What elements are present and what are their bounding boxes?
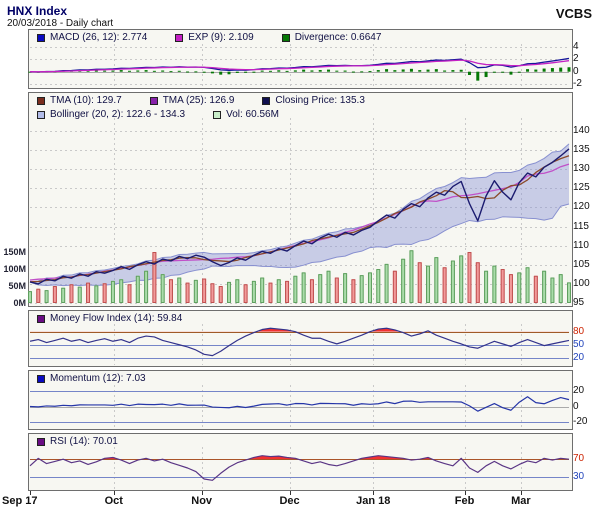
closing-price-swatch [262, 97, 271, 105]
momentum-legend: Momentum (12): 7.03 [29, 371, 572, 385]
tma10-legend-label: TMA (10): 129.7 [50, 95, 122, 106]
x-tick-label: Sep 17 [2, 495, 38, 507]
mfi-y-tick-label: 50 [573, 338, 585, 350]
price-y-tick-label: 95 [573, 297, 585, 308]
x-tick-label: Dec [279, 495, 300, 507]
legend-item-divergence: Divergence: 0.6647 [281, 32, 382, 44]
rsi-swatch [37, 438, 45, 446]
rsi-legend: RSI (14): 70.01 [29, 434, 572, 448]
legend-item-volume: Vol: 60.56M [213, 109, 279, 121]
legend-item-momentum: Momentum (12): 7.03 [37, 373, 146, 385]
rsi-panel: RSI (14): 70.01 [28, 433, 573, 491]
price-y-tick-label: 100 [573, 277, 590, 289]
momentum-y-tick-label: -20 [573, 416, 588, 428]
legend-item-exp: EXP (9): 2.109 [175, 32, 254, 44]
macd-y-tick-label: 4 [573, 41, 579, 53]
macd-y-tick-label: -2 [573, 78, 582, 90]
mfi-swatch [37, 315, 45, 323]
momentum-swatch [37, 375, 45, 383]
mfi-y-tick-label: 80 [573, 325, 585, 337]
rsi-legend-label: RSI (14): 70.01 [50, 436, 118, 447]
x-tick-label: Feb [454, 495, 475, 507]
divergence-swatch [281, 34, 290, 42]
volume-legend-label: Vol: 60.56M [226, 109, 279, 120]
tma10-swatch [37, 97, 45, 105]
x-tick-label: Mar [511, 495, 531, 507]
price-y-tick-label: 125 [573, 182, 590, 194]
legend-item-tma10: TMA (10): 129.7 [37, 95, 122, 107]
price-legend-row1: TMA (10): 129.7 TMA (25): 126.9 Closing … [29, 93, 572, 107]
macd-y-tick-label: 2 [573, 53, 579, 65]
price-y-tick-label: 115 [573, 220, 589, 232]
legend-item-macd: MACD (26, 12): 2.774 [37, 32, 147, 44]
closing-price-legend-label: Closing Price: 135.3 [275, 95, 365, 106]
macd-y-tick-label: 0 [573, 65, 579, 77]
momentum-y-tick-label: 0 [573, 400, 579, 412]
exp-swatch [175, 34, 184, 42]
price-y-tick-label: 120 [573, 201, 590, 213]
momentum-legend-label: Momentum (12): 7.03 [50, 373, 146, 384]
price-y-tick-label: 110 [573, 239, 589, 251]
x-tick-label: Jan 18 [356, 495, 391, 507]
tma25-swatch [149, 97, 158, 105]
price-panel: TMA (10): 129.7 TMA (25): 126.9 Closing … [28, 92, 573, 307]
price-y-tick-label: 135 [573, 144, 590, 156]
macd-legend-label: MACD (26, 12): 2.774 [50, 32, 148, 43]
volume-y-tick-label: 50M [8, 281, 26, 291]
legend-item-closing-price: Closing Price: 135.3 [262, 95, 365, 107]
volume-y-tick-label: 100M [3, 264, 26, 274]
rsi-y-tick-label: 70 [573, 453, 585, 465]
exp-legend-label: EXP (9): 2.109 [188, 32, 254, 43]
tma25-legend-label: TMA (25): 126.9 [162, 95, 235, 106]
bollinger-legend-label: Bollinger (20, 2): 122.6 - 134.3 [50, 109, 186, 120]
x-tick-label: Nov [191, 495, 213, 507]
chart-subtitle: 20/03/2018 - Daily chart [7, 18, 114, 29]
legend-item-rsi: RSI (14): 70.01 [37, 436, 118, 448]
price-y-tick-label: 140 [573, 125, 590, 136]
divergence-legend-label: Divergence: 0.6647 [294, 32, 382, 43]
mfi-legend: Money Flow Index (14): 59.84 [29, 311, 572, 325]
volume-swatch [213, 111, 222, 119]
momentum-y-tick-label: 20 [573, 384, 585, 396]
mfi-legend-label: Money Flow Index (14): 59.84 [50, 313, 183, 324]
legend-item-bollinger: Bollinger (20, 2): 122.6 - 134.3 [37, 109, 185, 121]
price-legend-row2: Bollinger (20, 2): 122.6 - 134.3 Vol: 60… [29, 107, 572, 121]
volume-y-tick-label: 150M [3, 247, 26, 257]
macd-legend: MACD (26, 12): 2.774 EXP (9): 2.109 Dive… [29, 30, 572, 44]
legend-item-mfi: Money Flow Index (14): 59.84 [37, 313, 182, 325]
chart-title: HNX Index [7, 4, 68, 18]
brand-logo: VCBS [555, 6, 592, 21]
mfi-panel: Money Flow Index (14): 59.84 [28, 310, 573, 367]
price-y-tick-label: 130 [573, 163, 590, 175]
price-y-tick-label: 105 [573, 258, 590, 270]
macd-swatch [37, 34, 45, 42]
mfi-y-tick-label: 20 [573, 351, 585, 363]
macd-panel: MACD (26, 12): 2.774 EXP (9): 2.109 Dive… [28, 29, 573, 89]
legend-item-tma25: TMA (25): 126.9 [149, 95, 235, 107]
x-tick-label: Oct [104, 495, 123, 507]
volume-y-tick-label: 0M [13, 298, 26, 308]
bollinger-swatch [37, 111, 45, 119]
momentum-panel: Momentum (12): 7.03 [28, 370, 573, 430]
rsi-y-tick-label: 30 [573, 470, 585, 482]
